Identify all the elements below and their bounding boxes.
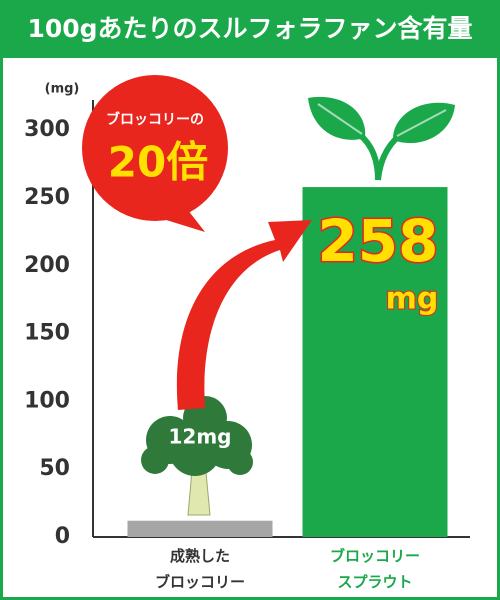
sprout-illustration [308, 96, 455, 181]
y-tick-label: 250 [24, 185, 70, 210]
arrow [176, 220, 312, 410]
y-tick-label: 150 [24, 321, 70, 346]
value-label: 258 [317, 207, 438, 275]
bar [127, 520, 273, 537]
bubble-ratio: 20倍 [108, 138, 208, 187]
y-tick-label: 100 [24, 388, 70, 413]
x-tick-label: 成熟した ブロッコリー [154, 547, 245, 591]
header-bg [0, 0, 500, 58]
value-label: 12mg [169, 425, 232, 449]
bars [127, 187, 448, 537]
y-tick-label: 200 [24, 253, 70, 278]
broccoli-illustration [141, 396, 253, 516]
bubble [82, 75, 228, 232]
y-tick-label: 50 [39, 456, 70, 481]
chart-title: 100gあたりのスルフォラファン含有量 [27, 14, 472, 43]
y-unit: (mg) [45, 82, 80, 97]
y-tick-label: 300 [24, 117, 70, 142]
value-unit: mg [386, 282, 439, 317]
y-tick-label: 0 [55, 524, 70, 549]
bar [302, 187, 448, 537]
x-tick-label: ブロッコリー スプラウト [329, 547, 420, 591]
bubble-text: ブロッコリーの [106, 111, 204, 128]
